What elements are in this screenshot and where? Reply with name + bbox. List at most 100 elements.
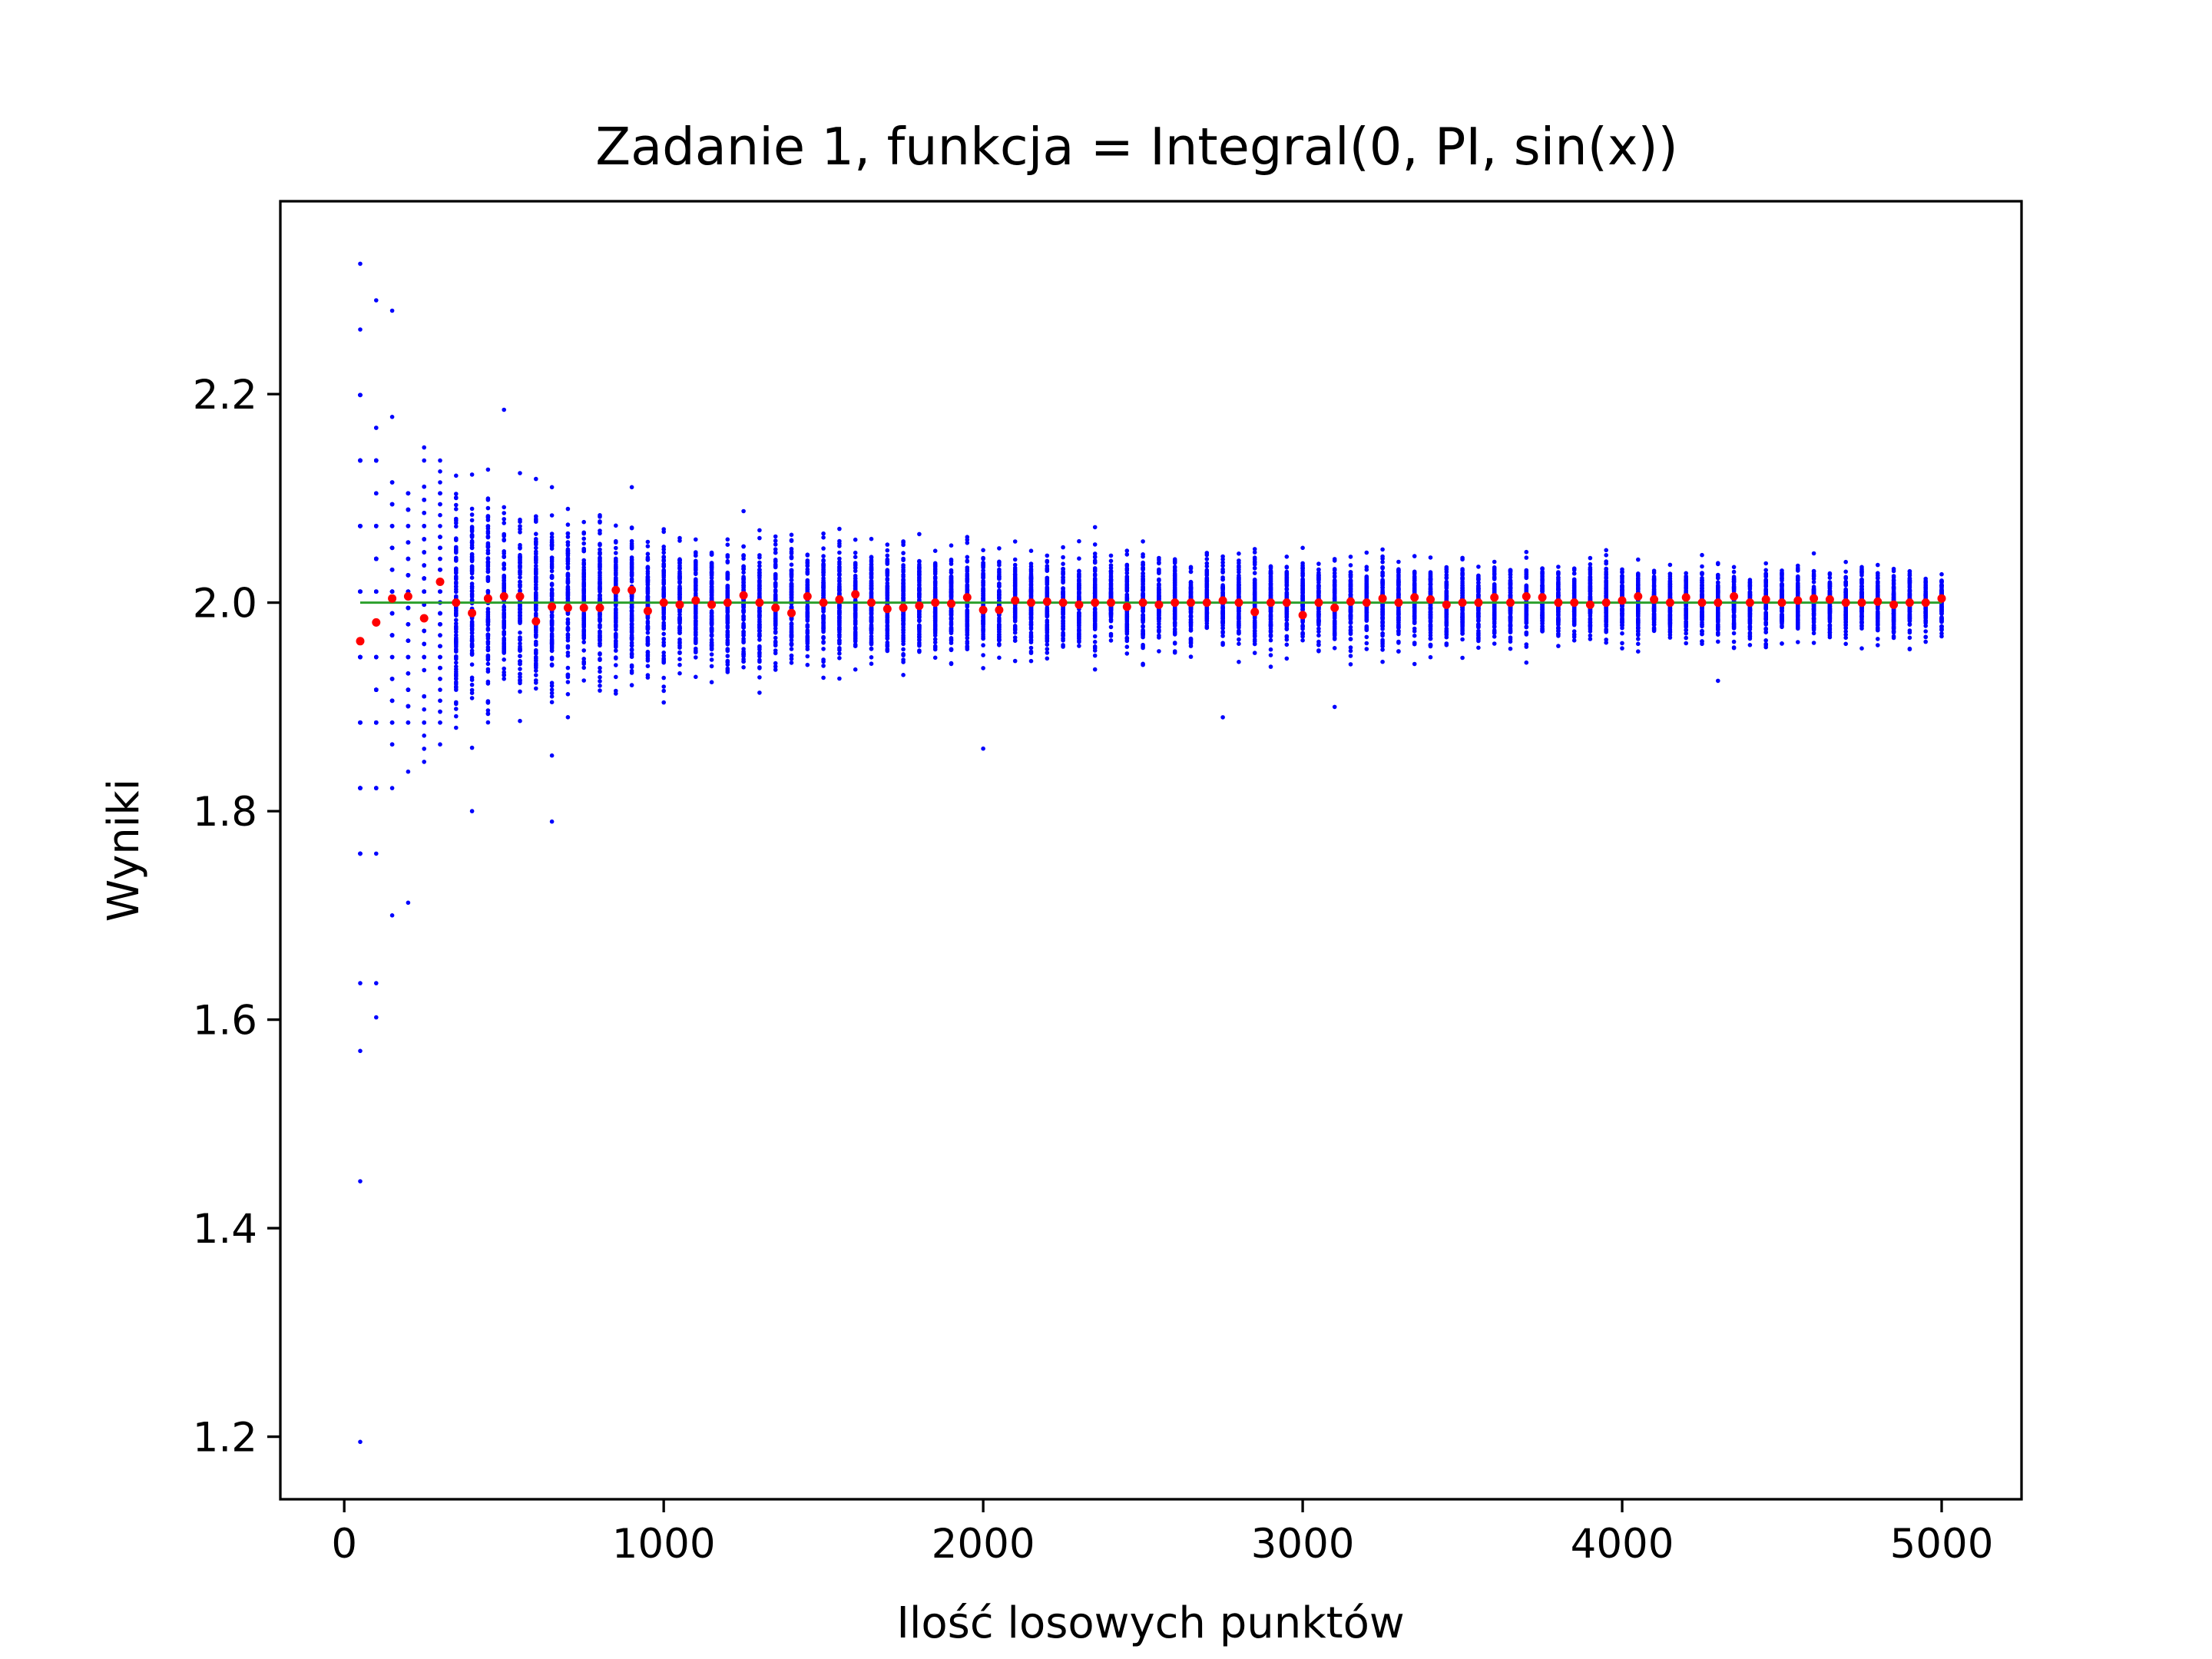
run-point (454, 492, 459, 496)
run-point (901, 591, 906, 596)
run-point (454, 518, 459, 523)
run-point (518, 471, 522, 475)
run-point (677, 662, 682, 667)
run-point (757, 613, 762, 618)
run-point (837, 624, 842, 630)
run-point (1045, 642, 1050, 647)
run-point (549, 555, 555, 561)
run-point (502, 673, 506, 677)
run-point (581, 536, 586, 541)
run-point (598, 616, 602, 621)
run-point (661, 586, 666, 591)
run-point (549, 592, 555, 598)
run-point (901, 595, 906, 600)
run-point (901, 581, 906, 586)
run-point (885, 542, 890, 547)
run-point (917, 626, 922, 631)
run-point (438, 502, 442, 507)
run-point (518, 637, 522, 642)
run-point (614, 620, 618, 625)
run-point (598, 652, 602, 657)
run-point (661, 700, 666, 705)
run-point (1124, 651, 1130, 656)
run-point (374, 458, 379, 463)
run-point (565, 628, 571, 632)
run-point (422, 576, 426, 581)
run-point (853, 565, 858, 571)
run-point (358, 524, 363, 528)
run-point (565, 638, 571, 643)
run-point (725, 624, 730, 628)
run-point (406, 605, 411, 611)
run-point (709, 680, 714, 684)
run-point (1092, 627, 1098, 631)
run-point (438, 535, 442, 539)
run-point (1077, 568, 1081, 574)
run-point (1061, 633, 1065, 638)
run-point (709, 581, 714, 587)
run-point (518, 582, 522, 588)
run-point (789, 581, 794, 587)
run-point (1141, 571, 1145, 576)
run-point (518, 667, 522, 671)
run-point (821, 609, 826, 614)
run-point (789, 571, 794, 576)
run-point (805, 617, 810, 622)
run-point (645, 641, 651, 646)
run-point (629, 647, 634, 653)
run-point (1092, 555, 1098, 559)
run-point (949, 584, 954, 589)
run-point (358, 392, 363, 398)
run-point (1092, 525, 1098, 530)
run-point (1028, 578, 1034, 584)
run-point (1092, 576, 1098, 581)
run-point (454, 502, 459, 508)
run-point (932, 562, 938, 568)
run-point (821, 554, 826, 558)
run-point (374, 589, 379, 594)
run-point (485, 679, 491, 684)
run-point (725, 583, 730, 588)
run-point (1061, 626, 1065, 631)
run-point (502, 624, 506, 629)
run-point (837, 634, 842, 639)
run-point (694, 570, 698, 575)
run-point (406, 900, 411, 906)
run-point (645, 571, 651, 576)
run-point (438, 644, 442, 649)
run-point (869, 617, 874, 622)
run-point (1108, 571, 1114, 576)
run-point (406, 540, 411, 545)
run-point (709, 641, 714, 645)
run-point (614, 655, 618, 660)
run-point (358, 786, 363, 790)
run-point (565, 557, 571, 562)
run-point (614, 558, 618, 563)
run-point (773, 542, 778, 547)
run-point (885, 636, 890, 641)
run-point (805, 583, 810, 588)
run-point (789, 532, 794, 538)
run-point (997, 595, 1002, 601)
run-point (438, 545, 442, 551)
run-point (869, 607, 874, 611)
run-point (1124, 614, 1130, 619)
run-point (598, 623, 602, 628)
run-point (837, 568, 842, 573)
run-point (438, 589, 442, 594)
run-point (773, 581, 778, 586)
run-point (661, 621, 666, 625)
run-point (757, 650, 762, 655)
run-point (454, 680, 459, 684)
run-point (885, 588, 890, 592)
run-point (598, 684, 602, 688)
run-point (389, 720, 395, 725)
run-point (502, 531, 506, 537)
run-point (422, 747, 426, 751)
run-point (389, 589, 395, 594)
run-point (389, 545, 395, 551)
run-point (709, 647, 714, 652)
run-point (821, 535, 826, 540)
run-point (1092, 634, 1098, 639)
run-point (454, 700, 459, 705)
